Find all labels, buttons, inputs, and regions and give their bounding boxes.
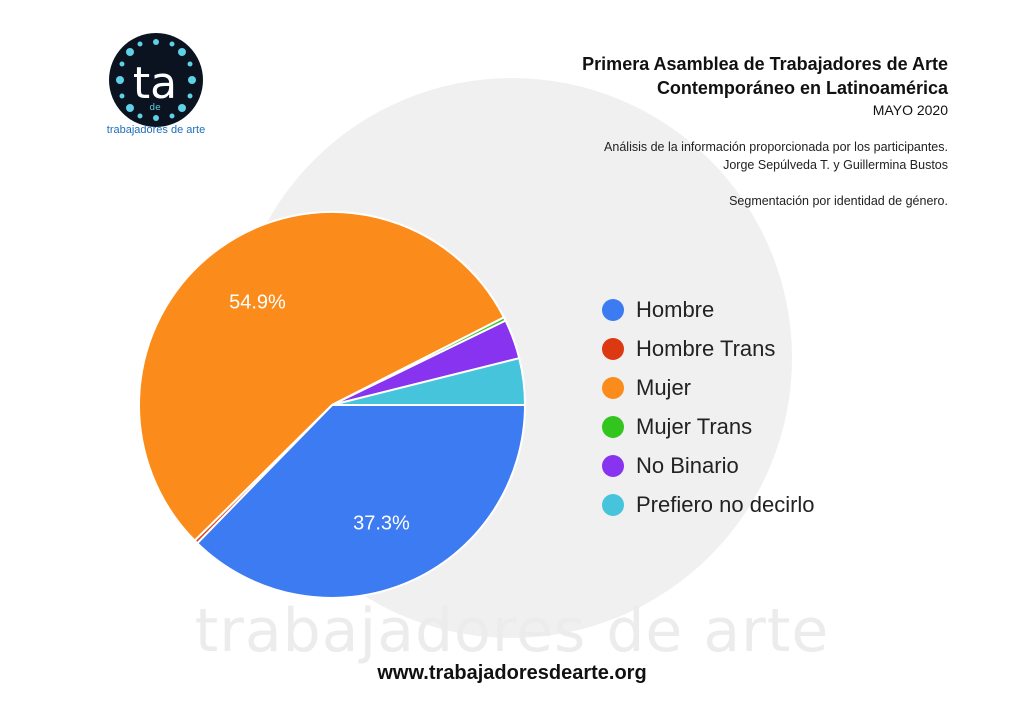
legend-label: No Binario bbox=[636, 452, 739, 478]
legend-label: Hombre Trans bbox=[636, 335, 776, 361]
legend-label: Hombre bbox=[636, 296, 715, 322]
legend-label: Prefiero no decirlo bbox=[636, 491, 815, 517]
analysis-note: Análisis de la información proporcionada… bbox=[604, 140, 948, 154]
header: Primera Asamblea de Trabajadores de Arte… bbox=[468, 52, 948, 210]
legend-item-prefiero-no-decirlo: Prefiero no decirlo bbox=[602, 485, 815, 524]
legend-swatch bbox=[602, 415, 624, 438]
pie-chart: 37.3% 54.9% bbox=[138, 211, 527, 599]
legend-item-no-binario: No Binario bbox=[602, 446, 815, 485]
legend-item-mujer: Mujer bbox=[602, 368, 815, 407]
legend-swatch bbox=[602, 298, 624, 321]
legend-item-hombre: Hombre bbox=[602, 290, 815, 329]
authors: Jorge Sepúlveda T. y Guillermina Bustos bbox=[723, 158, 948, 172]
legend-swatch bbox=[602, 337, 624, 360]
slice-label-hombre: 37.3% bbox=[353, 512, 410, 534]
pie-slice-mujer bbox=[138, 211, 506, 543]
title-line-2: Contemporáneo en Latinoamérica bbox=[656, 78, 948, 98]
logo-letters: ta bbox=[133, 58, 177, 109]
legend-label: Mujer bbox=[636, 374, 692, 400]
legend-item-hombre-trans: Hombre Trans bbox=[602, 329, 815, 368]
logo-small-text: de bbox=[149, 103, 161, 113]
legend: Hombre Hombre Trans Mujer Mujer Trans No Bin… bbox=[602, 290, 815, 524]
legend-swatch bbox=[602, 376, 624, 399]
date: MAYO 2020 bbox=[872, 102, 948, 118]
legend-label: Mujer Trans bbox=[636, 413, 753, 439]
pie-slice-hombre bbox=[195, 404, 527, 599]
title-line-1: Primera Asamblea de Trabajadores de Arte bbox=[582, 54, 948, 74]
pie-slice-prefiero-no-decirlo bbox=[331, 356, 527, 406]
legend-item-mujer-trans: Mujer Trans bbox=[602, 407, 815, 446]
logo-caption: trabajadores de arte bbox=[106, 124, 206, 136]
legend-swatch bbox=[602, 493, 624, 516]
segmentation-note: Segmentación por identidad de género. bbox=[729, 194, 948, 208]
logo: ta de bbox=[109, 33, 203, 127]
slice-label-mujer: 54.9% bbox=[229, 292, 286, 314]
watermark-text: trabajadores de arte bbox=[194, 596, 830, 666]
website-url[interactable]: www.trabajadoresdearte.org bbox=[377, 662, 647, 684]
legend-swatch bbox=[602, 454, 624, 477]
